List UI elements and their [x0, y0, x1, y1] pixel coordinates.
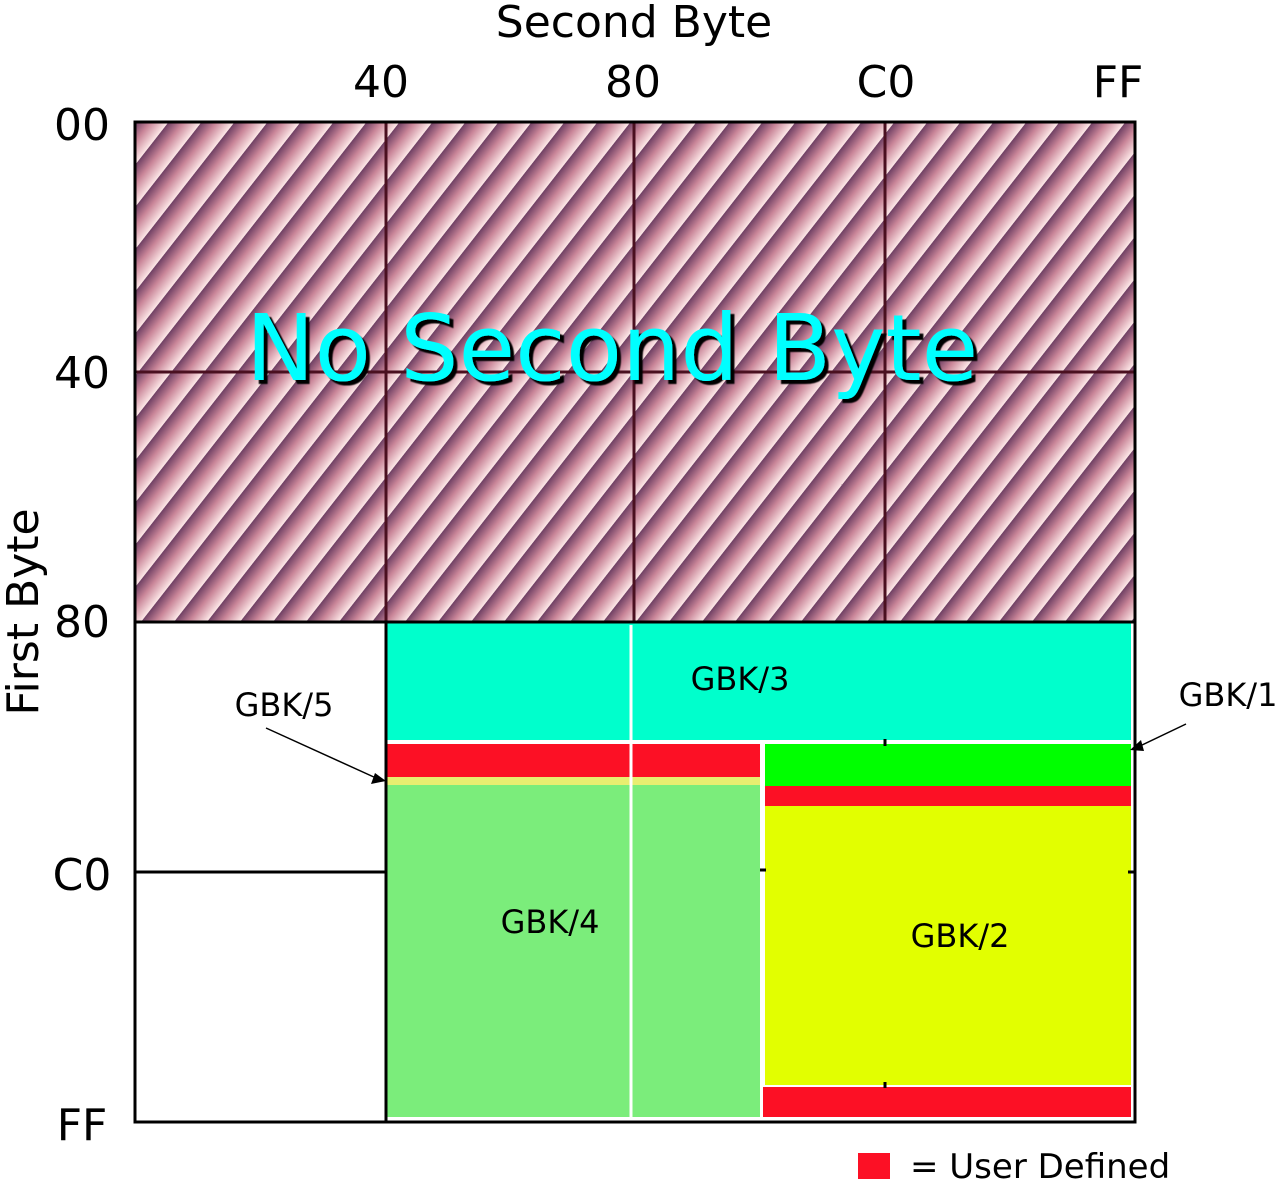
- x-axis-title: Second Byte: [496, 0, 772, 48]
- legend-label: = User Defined: [910, 1147, 1170, 1180]
- user-defined-strip: [763, 1087, 1131, 1117]
- no-second-byte-label: No Second Byte: [246, 295, 978, 402]
- gbk5-label: GBK/5: [235, 686, 334, 724]
- x-tick-label: 80: [605, 57, 661, 108]
- gbk3-region: [386, 622, 1131, 740]
- x-tick-label: C0: [857, 57, 916, 108]
- user-defined-strip: [765, 786, 1131, 806]
- gbk1-region: [765, 744, 1131, 786]
- gbk4-label: GBK/4: [501, 903, 600, 941]
- gbk1-arrow: [1130, 723, 1187, 751]
- gbk3-label: GBK/3: [691, 660, 790, 698]
- x-tick-label: 40: [353, 57, 409, 108]
- y-tick-label: 80: [54, 597, 110, 648]
- gbk5-arrow: [265, 727, 386, 784]
- gbk4-region: [386, 785, 760, 1117]
- y-tick-label: 40: [54, 348, 110, 399]
- gbk5-region: [386, 777, 760, 785]
- legend-swatch-user-defined: [858, 1153, 890, 1179]
- frame: [133, 120, 1137, 1124]
- gbk2-region: [765, 806, 1131, 1085]
- user-defined-strip: [386, 744, 760, 777]
- hatch-grid-lines: [135, 122, 1135, 622]
- gbk2-label: GBK/2: [911, 917, 1010, 955]
- x-tick-label: FF: [1093, 57, 1144, 108]
- y-tick-label: C0: [53, 850, 112, 901]
- y-tick-label: FF: [57, 1100, 108, 1151]
- y-axis-title: First Byte: [0, 508, 49, 715]
- gbk1-label: GBK/1: [1179, 676, 1278, 714]
- y-tick-label: 00: [54, 100, 110, 151]
